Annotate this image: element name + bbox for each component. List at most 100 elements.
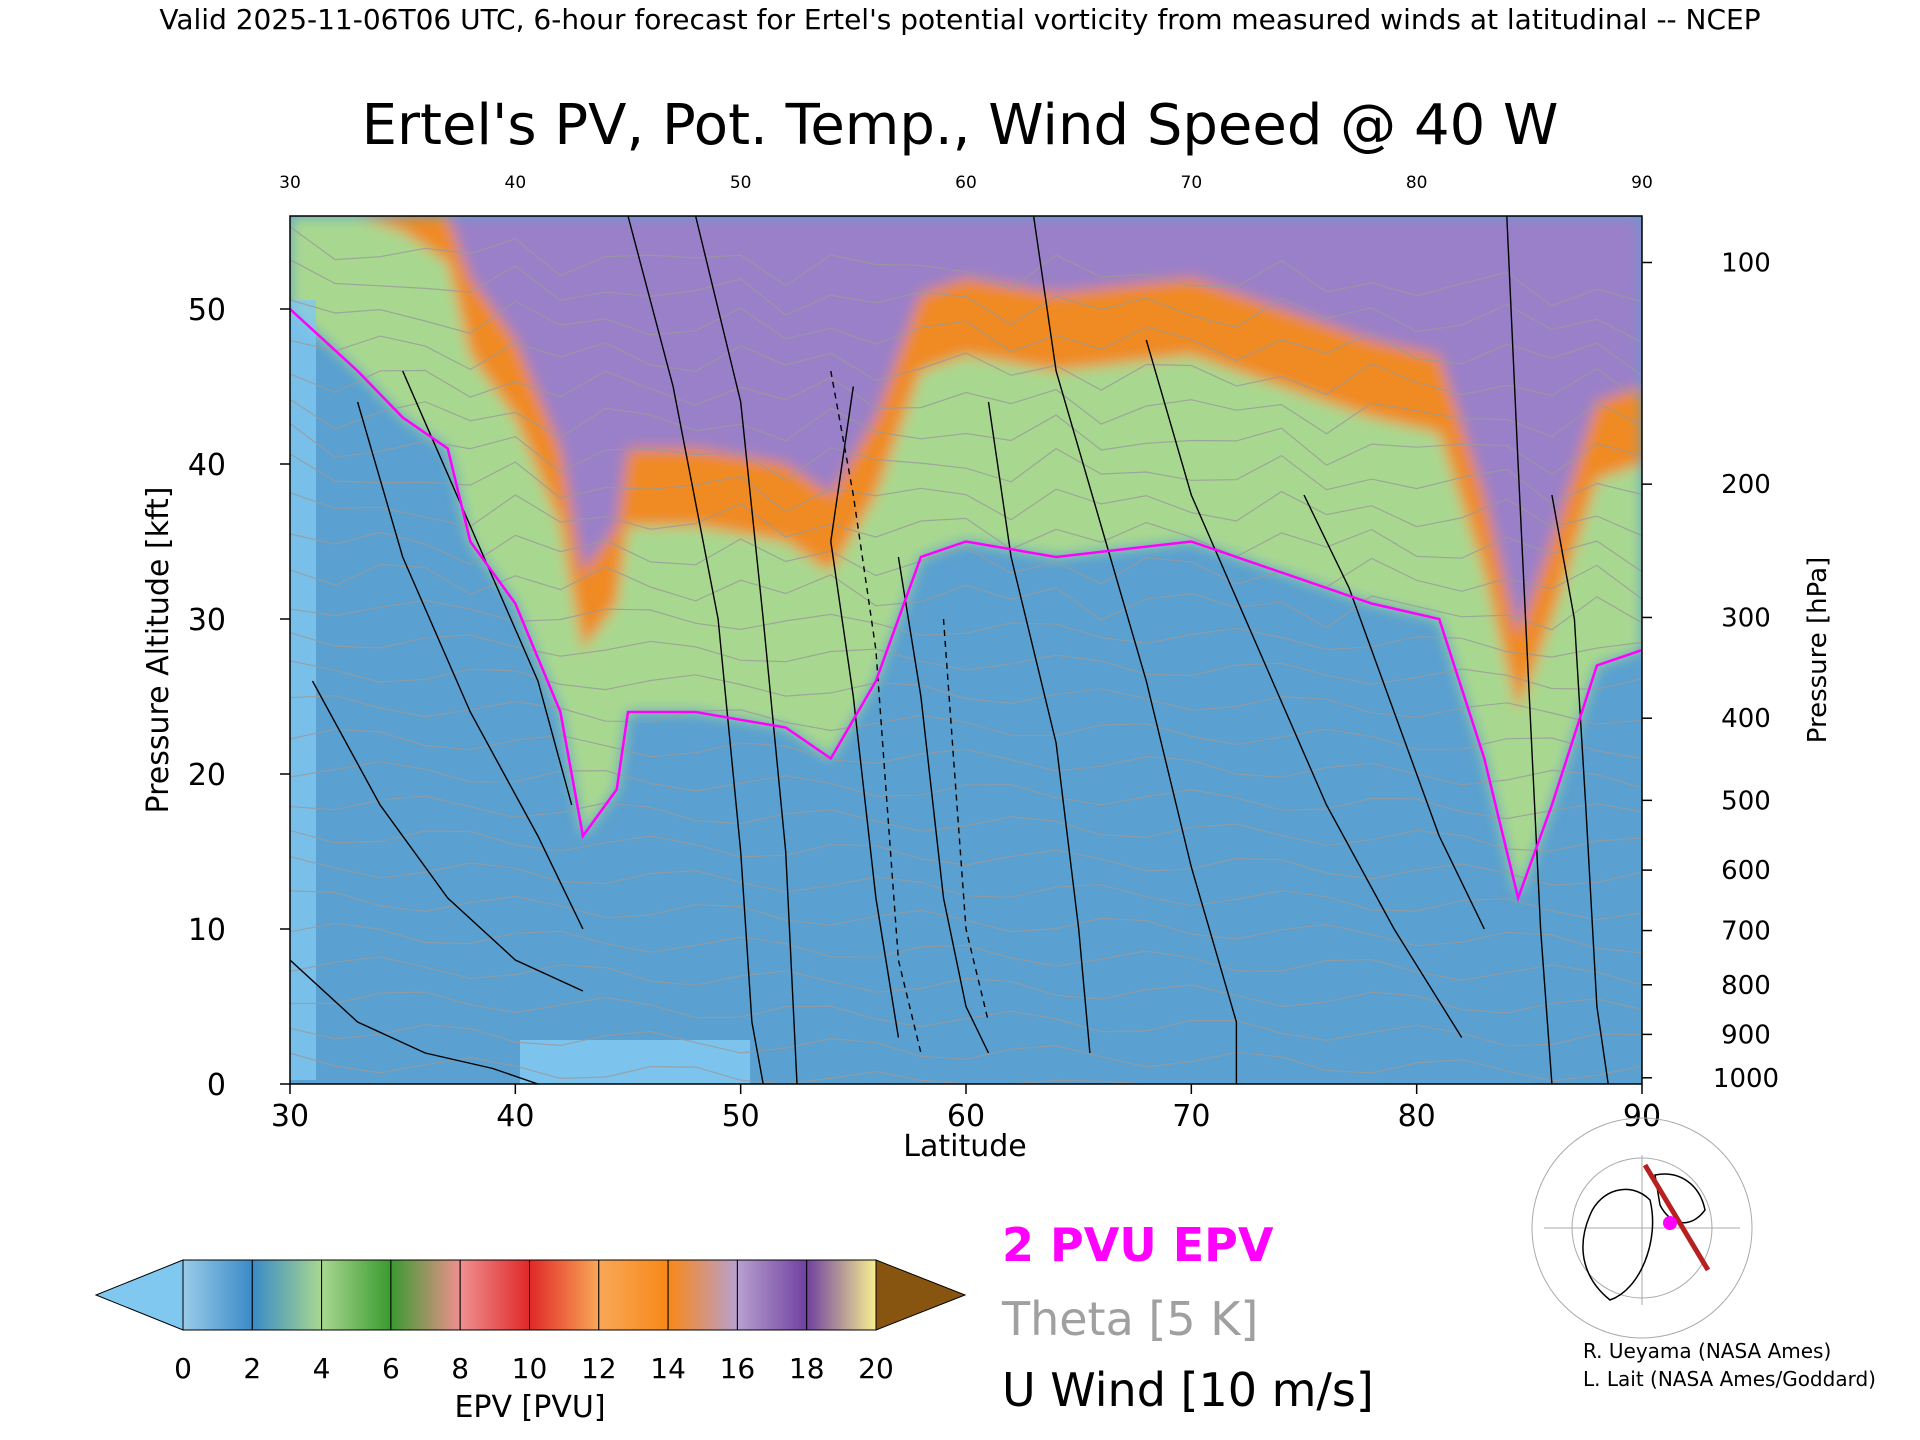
u-wind-contour-negative xyxy=(942,618,990,1023)
y-tick-label: 10 xyxy=(188,913,226,948)
theta-contour xyxy=(290,422,1642,504)
colorbar-tick-label: 10 xyxy=(512,1352,548,1385)
colorbar-tick-label: 16 xyxy=(720,1352,756,1385)
x-top-tick-label: 30 xyxy=(279,173,301,193)
u-wind-contour xyxy=(1506,216,1553,1084)
y-tick-label: 40 xyxy=(188,448,226,483)
theta-contour xyxy=(290,695,1642,759)
inset-map xyxy=(1531,1117,1753,1339)
y-tick-label: 50 xyxy=(188,293,226,328)
pressure-tick-label: 600 xyxy=(1721,856,1771,886)
pressure-tick-label: 200 xyxy=(1721,470,1771,500)
x-tick-label: 40 xyxy=(496,1099,534,1134)
theta-contour xyxy=(290,632,1642,690)
theta-contour xyxy=(290,991,1642,1047)
colorbar-tick-label: 12 xyxy=(581,1352,617,1385)
colorbar-segment xyxy=(182,1259,253,1331)
colorbar-under-arrow xyxy=(94,1259,184,1331)
colorbar-segment xyxy=(459,1259,531,1331)
theta-contour xyxy=(290,453,1642,537)
u-wind-contour xyxy=(897,556,990,1054)
colorbar-segment xyxy=(598,1259,669,1331)
colorbar-label: EPV [PVU] xyxy=(454,1390,605,1425)
low-pv-surface xyxy=(520,1040,750,1084)
legend-theta: Theta [5 K] xyxy=(1001,1292,1258,1346)
theta-contour xyxy=(290,563,1642,631)
theta-contour xyxy=(290,259,1642,343)
theta-contours xyxy=(290,226,1642,1084)
credit-2: L. Lait (NASA Ames/Goddard) xyxy=(1583,1367,1876,1391)
y-tick-label: 0 xyxy=(207,1068,226,1103)
theta-contour xyxy=(290,299,1642,377)
u-wind-contour xyxy=(290,959,539,1084)
x-tick-label: 60 xyxy=(947,1099,985,1134)
u-wind-contour xyxy=(1303,494,1485,930)
x-top-tick-label: 50 xyxy=(730,173,752,193)
plot-field xyxy=(290,216,1642,1084)
theta-contour xyxy=(290,795,1642,852)
u-wind-contour xyxy=(987,401,1091,1054)
theta-contour xyxy=(290,856,1642,921)
colorbar-tick-label: 18 xyxy=(789,1352,825,1385)
y-tick-label: 30 xyxy=(188,603,226,638)
x-top-tick-label: 90 xyxy=(1631,173,1653,193)
credit-1: R. Ueyama (NASA Ames) xyxy=(1583,1339,1831,1363)
colorbar-over-arrow xyxy=(875,1259,967,1331)
colorbar-tick-label: 8 xyxy=(451,1352,469,1385)
legend-u-wind: U Wind [10 m/s] xyxy=(1002,1363,1374,1417)
colorbar-segment xyxy=(321,1259,392,1331)
theta-contour xyxy=(290,398,1642,476)
colorbar-segment xyxy=(529,1259,600,1331)
x-tick-label: 80 xyxy=(1398,1099,1436,1134)
theta-contour xyxy=(290,599,1642,658)
low-pv-west xyxy=(290,300,316,1080)
u-wind-contour-negative xyxy=(830,370,922,1054)
theta-contour xyxy=(290,335,1642,402)
theta-contour xyxy=(290,226,1642,307)
header-text: Valid 2025-11-06T06 UTC, 6-hour forecast… xyxy=(159,3,1760,36)
x-tick-label: 30 xyxy=(271,1099,309,1134)
location-marker xyxy=(1663,1216,1677,1230)
y-tick-label: 20 xyxy=(188,758,226,793)
pressure-tick-label: 1000 xyxy=(1713,1064,1779,1094)
colorbar-segment xyxy=(667,1259,738,1331)
colorbar-tick-label: 6 xyxy=(382,1352,400,1385)
pressure-tick-label: 700 xyxy=(1721,917,1771,947)
chart-title: Ertel's PV, Pot. Temp., Wind Speed @ 40 … xyxy=(362,93,1559,158)
theta-contour xyxy=(290,956,1642,1014)
x-tick-label: 70 xyxy=(1172,1099,1210,1134)
u-wind-contour xyxy=(402,370,573,806)
theta-contour xyxy=(290,1024,1642,1082)
section-path xyxy=(1642,1163,1711,1272)
u-wind-contour xyxy=(311,680,584,992)
colorbar-segment xyxy=(806,1259,877,1331)
x-top-tick-label: 60 xyxy=(955,173,977,193)
coastline xyxy=(1654,1173,1706,1224)
tropopause-2pvu-line xyxy=(290,308,1642,903)
theta-contour xyxy=(290,660,1642,725)
y-axis-label: Pressure Altitude [kft] xyxy=(141,487,176,814)
u-wind-contour xyxy=(1145,339,1463,1038)
legend-2pvu: 2 PVU EPV xyxy=(1002,1218,1274,1272)
pressure-tick-label: 400 xyxy=(1721,704,1771,734)
y2-axis-label: Pressure [hPa] xyxy=(1803,557,1833,744)
pressure-tick-label: 800 xyxy=(1721,971,1771,1001)
theta-contour xyxy=(290,531,1642,600)
x-top-tick-label: 80 xyxy=(1406,173,1428,193)
pressure-tick-label: 900 xyxy=(1721,1020,1771,1050)
colorbar-tick-label: 0 xyxy=(174,1352,192,1385)
u-wind-contour xyxy=(1032,216,1238,1084)
u-wind-contour xyxy=(830,386,900,1038)
pv-band-above-14 xyxy=(290,216,1642,635)
x-tick-label: 90 xyxy=(1623,1099,1661,1134)
u-wind-contour xyxy=(694,216,798,1084)
theta-contour xyxy=(290,761,1642,820)
colorbar-segment xyxy=(251,1259,323,1331)
theta-contour xyxy=(290,922,1642,986)
u-wind-contour xyxy=(627,216,764,1084)
theta-contour xyxy=(290,369,1642,438)
theta-contour xyxy=(290,1052,1642,1084)
pressure-tick-label: 100 xyxy=(1721,249,1771,279)
pressure-tick-label: 500 xyxy=(1721,786,1771,816)
